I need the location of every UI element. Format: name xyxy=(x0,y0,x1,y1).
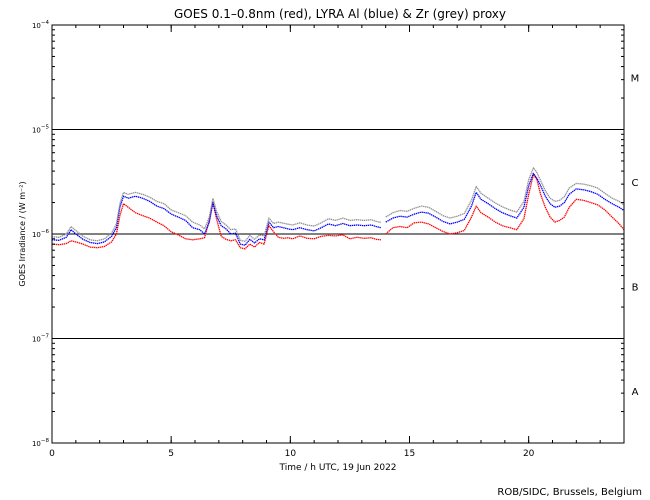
x-tick-label: 0 xyxy=(49,449,55,459)
x-tick-label: 5 xyxy=(168,449,174,459)
flare-class-boundaries xyxy=(52,129,624,339)
series-line-1-segment-0 xyxy=(51,195,382,246)
x-tick-label: 15 xyxy=(404,449,415,459)
series-line-2-segment-1 xyxy=(385,167,625,219)
flare-class-label-a: A xyxy=(632,387,639,398)
y-tick-label: 10−8 xyxy=(32,438,50,448)
series-line-0-segment-1 xyxy=(385,173,625,235)
x-tick-label: 10 xyxy=(285,449,297,459)
flare-class-label-c: C xyxy=(632,178,639,189)
y-axis: 10−8 10−7 10−6 10−5 10−4 xyxy=(32,20,624,448)
data-series xyxy=(51,167,625,250)
series-line-0-segment-0 xyxy=(51,201,381,250)
y-tick-label: 10−6 xyxy=(32,229,50,239)
flare-class-label-m: M xyxy=(631,73,640,84)
flare-class-labels: A B C M xyxy=(631,73,640,398)
flare-class-label-b: B xyxy=(632,282,639,293)
y-tick-label: 10−4 xyxy=(32,20,50,30)
credit-text: ROB/SIDC, Brussels, Belgium xyxy=(497,487,642,498)
chart-title: GOES 0.1–0.8nm (red), LYRA Al (blue) & Z… xyxy=(174,7,506,21)
x-axis-label: Time / h UTC, 19 Jun 2022 xyxy=(278,463,396,473)
y-tick-label: 10−7 xyxy=(32,334,50,344)
y-tick-label: 10−5 xyxy=(32,125,50,135)
x-tick-label: 20 xyxy=(523,449,535,459)
y-axis-label: GOES Irradiance / (W m⁻²) xyxy=(18,181,27,286)
series-line-1-segment-1 xyxy=(385,172,625,225)
x-axis: 0 5 10 15 20 xyxy=(49,25,625,459)
series-line-2-segment-0 xyxy=(51,191,382,243)
